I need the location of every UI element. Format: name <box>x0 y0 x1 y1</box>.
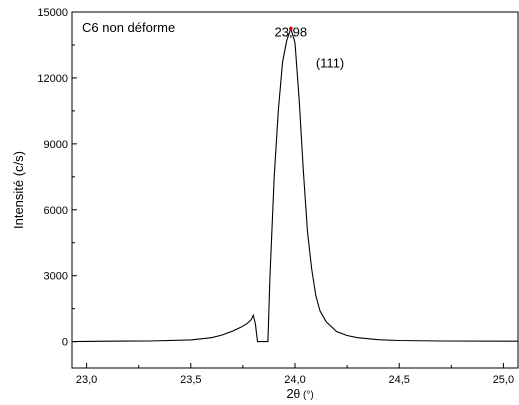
y-tick-label: 0 <box>62 337 68 349</box>
x-axis-title-symbol: θ <box>294 387 301 401</box>
miller-index-label: (111) <box>316 56 344 71</box>
intensity-series-line <box>71 26 519 343</box>
x-tick-label: 25,0 <box>493 374 514 386</box>
tick-labels: 23,0 23,5 24,0 24,5 25,0 0 3000 6000 9000 12000 15… <box>37 7 514 386</box>
y-tick-label: 3000 <box>44 271 68 283</box>
legend-label: C6 non déforme <box>82 20 175 35</box>
y-axis-title: Intensité (c/s) <box>11 151 26 229</box>
y-tick-label: 6000 <box>44 205 68 217</box>
x-axis-title-unit: (°) <box>300 390 313 401</box>
peak-position-label: 23,98 <box>275 24 308 39</box>
x-tick-label: 23,0 <box>76 374 97 386</box>
axis-ticks <box>72 11 504 368</box>
annotations: 23,98 (111) <box>275 24 345 70</box>
plot-frame <box>71 11 519 369</box>
x-tick-label: 24,5 <box>388 374 409 386</box>
y-tick-label: 12000 <box>37 73 68 85</box>
x-tick-label: 24,0 <box>284 374 305 386</box>
y-tick-label: 15000 <box>37 7 68 19</box>
x-axis-title-main: 2 <box>286 386 293 401</box>
y-tick-label: 9000 <box>44 139 68 151</box>
x-axis-title: 2θ (°) <box>286 386 313 401</box>
x-tick-label: 23,5 <box>180 374 201 386</box>
peak-marker <box>289 26 293 31</box>
